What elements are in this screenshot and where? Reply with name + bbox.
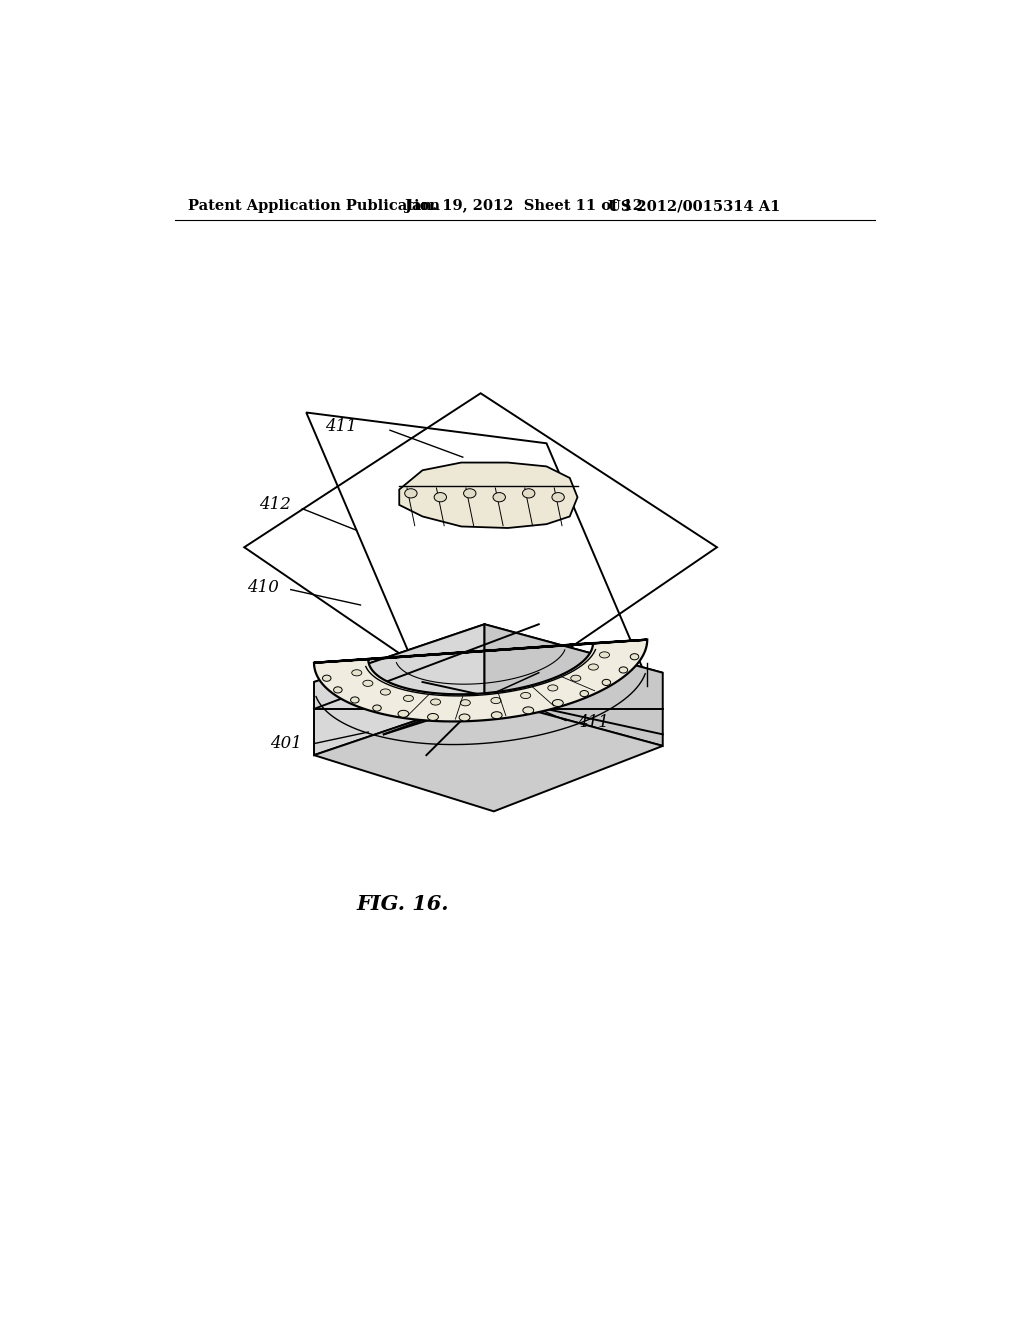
Ellipse shape [599,652,609,657]
Ellipse shape [334,686,342,693]
Text: 401: 401 [270,735,302,752]
Polygon shape [314,640,647,722]
Ellipse shape [362,680,373,686]
Ellipse shape [373,705,381,711]
Ellipse shape [602,680,610,685]
Text: 411: 411 [325,418,356,434]
Polygon shape [314,624,663,734]
Ellipse shape [398,710,409,717]
Polygon shape [399,462,578,528]
Ellipse shape [459,714,470,721]
Ellipse shape [520,693,530,698]
Ellipse shape [589,664,598,671]
Text: Jan. 19, 2012  Sheet 11 of 12: Jan. 19, 2012 Sheet 11 of 12 [406,199,643,213]
Text: 410: 410 [247,578,280,595]
Ellipse shape [548,685,558,690]
Ellipse shape [403,696,414,701]
Ellipse shape [580,690,589,697]
Text: FIG. 16.: FIG. 16. [356,894,450,913]
Polygon shape [314,624,484,755]
Ellipse shape [552,492,564,502]
Text: US 2012/0015314 A1: US 2012/0015314 A1 [608,199,781,213]
Ellipse shape [620,667,628,673]
Ellipse shape [460,700,470,706]
Ellipse shape [630,653,639,660]
Ellipse shape [323,675,331,681]
Ellipse shape [380,689,390,696]
Text: 412: 412 [259,496,291,513]
Ellipse shape [351,669,361,676]
Ellipse shape [404,488,417,498]
Ellipse shape [570,675,581,681]
Ellipse shape [464,488,476,498]
Ellipse shape [430,698,440,705]
Polygon shape [314,697,663,812]
Text: Patent Application Publication: Patent Application Publication [188,199,440,213]
Ellipse shape [434,492,446,502]
Ellipse shape [350,697,359,704]
Text: 411: 411 [578,714,609,730]
Ellipse shape [522,488,535,498]
Polygon shape [484,624,663,746]
Ellipse shape [552,700,563,706]
Ellipse shape [490,697,501,704]
Ellipse shape [523,706,534,714]
Ellipse shape [493,492,506,502]
Ellipse shape [492,711,502,718]
Ellipse shape [428,714,438,721]
